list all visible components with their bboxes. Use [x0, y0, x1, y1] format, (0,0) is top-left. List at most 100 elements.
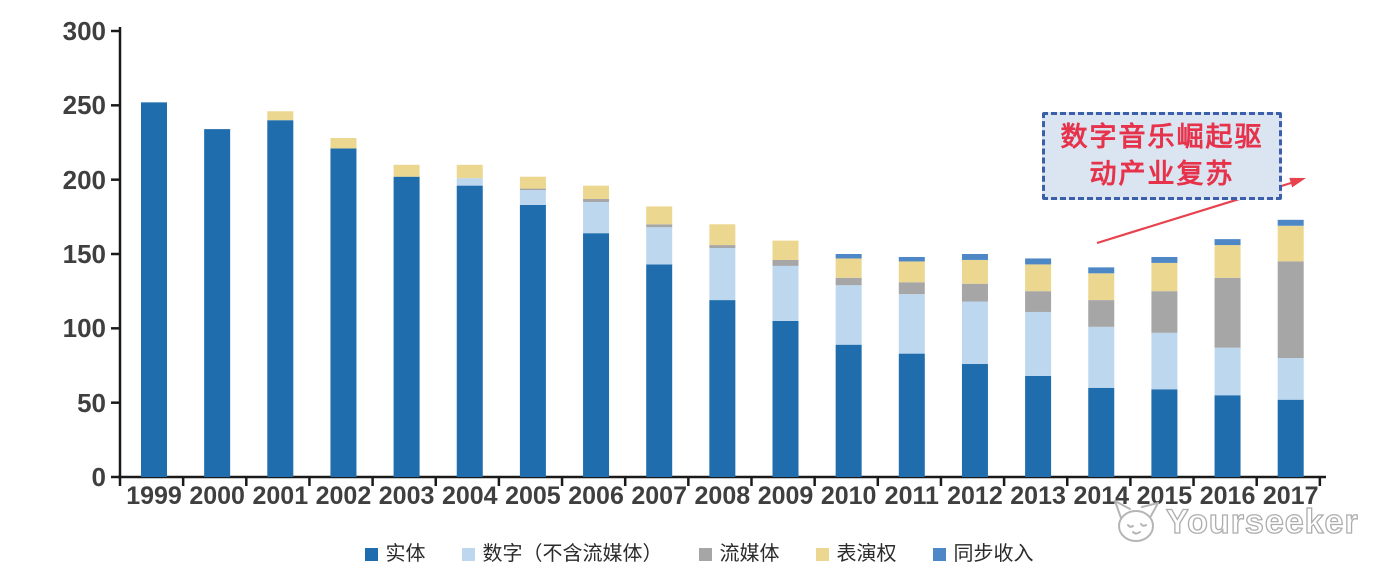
- bar-segment-2013: [1025, 375, 1052, 477]
- bar-segment-2006: [583, 201, 610, 234]
- bar-segment-2001: [267, 111, 294, 121]
- bar-segment-2015: [1151, 291, 1178, 333]
- legend-label: 表演权: [836, 543, 897, 565]
- x-axis-label-2007: 2007: [631, 482, 687, 510]
- bar-segment-2014: [1088, 387, 1115, 477]
- bar-segment-2008: [709, 245, 736, 249]
- y-axis-label-0: 0: [91, 462, 106, 492]
- bar-segment-2015: [1151, 332, 1178, 390]
- x-axis-label-1999: 1999: [126, 482, 182, 510]
- y-axis-label-150: 150: [62, 239, 106, 269]
- bar-segment-2009: [772, 265, 799, 321]
- x-axis-label-2008: 2008: [694, 482, 751, 510]
- bar-segment-2000: [204, 129, 231, 477]
- legend-marker-icon: [461, 547, 475, 561]
- legend-label: 流媒体: [719, 543, 780, 565]
- x-axis-label-2012: 2012: [947, 482, 1003, 510]
- bar-segment-2002: [330, 148, 357, 478]
- bar-segment-2016: [1214, 347, 1241, 396]
- x-axis-label-2013: 2013: [1010, 482, 1066, 510]
- bar-segment-2003: [393, 176, 420, 477]
- bar-segment-2017: [1277, 219, 1304, 226]
- bar-segment-2009: [772, 259, 799, 266]
- bar-segment-2007: [646, 224, 673, 228]
- bar-segment-2001: [267, 120, 294, 477]
- x-axis-label-2017: 2017: [1262, 482, 1319, 510]
- bar-segment-2006: [583, 198, 610, 202]
- legend-marker-icon: [698, 547, 712, 561]
- y-axis-label-200: 200: [62, 164, 106, 195]
- bar-segment-2010: [835, 258, 862, 278]
- bar-segment-2012: [961, 259, 988, 284]
- legend-item: 表演权: [815, 543, 897, 565]
- bar-segment-2009: [772, 320, 799, 477]
- bar-segment-2006: [583, 185, 610, 199]
- bar-segment-2005: [519, 204, 546, 477]
- bar-segment-2004: [456, 178, 483, 186]
- legend-label: 数字（不含流媒体）: [482, 543, 663, 565]
- y-axis-label-100: 100: [62, 313, 106, 344]
- y-axis-label-50: 50: [77, 387, 106, 418]
- annotation-arrow-head: [1289, 177, 1306, 188]
- bar-segment-2005: [519, 190, 546, 205]
- bar-segment-2013: [1025, 291, 1052, 312]
- bar-segment-2010: [835, 285, 862, 345]
- bar-segment-2013: [1025, 311, 1052, 376]
- bar-segment-2010: [835, 277, 862, 286]
- bar-segment-2011: [898, 256, 925, 262]
- bar-segment-2007: [646, 264, 673, 477]
- legend-marker-icon: [932, 547, 946, 561]
- legend-label: 同步收入: [953, 543, 1034, 565]
- legend-label: 实体: [385, 543, 426, 565]
- legend-item: 同步收入: [932, 543, 1034, 565]
- bar-segment-2007: [646, 227, 673, 265]
- legend-marker-icon: [815, 547, 829, 561]
- y-axis-label-250: 250: [62, 90, 106, 121]
- legend-item: 数字（不含流媒体）: [461, 543, 663, 565]
- bar-segment-2015: [1151, 262, 1178, 292]
- x-axis-label-2005: 2005: [505, 482, 561, 510]
- bar-segment-2007: [646, 206, 673, 225]
- bar-segment-2015: [1151, 256, 1178, 263]
- bar-segment-2014: [1088, 273, 1115, 301]
- x-axis-label-2011: 2011: [884, 482, 939, 510]
- bar-segment-2011: [898, 353, 925, 477]
- bar-segment-2010: [835, 344, 862, 477]
- bar-segment-2012: [961, 254, 988, 260]
- bar-segment-2008: [709, 224, 736, 246]
- bar-segment-2015: [1151, 389, 1178, 477]
- annotation-text-line2: 动产业复苏: [1089, 159, 1235, 189]
- x-axis-label-2001: 2001: [252, 482, 309, 510]
- bar-segment-1999: [141, 102, 167, 478]
- bar-segment-2017: [1277, 399, 1304, 477]
- bar-segment-2013: [1025, 264, 1052, 292]
- bar-segment-2002: [330, 138, 357, 149]
- bar-segment-2010: [835, 254, 862, 259]
- bar-segment-2011: [898, 282, 925, 295]
- bar-segment-2016: [1214, 239, 1241, 246]
- bar-segment-2004: [456, 164, 483, 179]
- bar-segment-2017: [1277, 358, 1304, 400]
- bar-segment-2005: [519, 176, 546, 189]
- bar-segment-2013: [1025, 258, 1052, 265]
- bar-segment-2011: [898, 261, 925, 283]
- x-axis-label-2000: 2000: [189, 482, 245, 510]
- annotation-callout: 数字音乐崛起驱 动产业复苏: [1042, 112, 1282, 200]
- bar-segment-2005: [519, 188, 546, 191]
- bar-segment-2014: [1088, 267, 1115, 274]
- bar-segment-2004: [456, 185, 483, 477]
- bar-segment-2014: [1088, 326, 1115, 388]
- chart-legend: 实体 数字（不含流媒体） 流媒体 表演权 同步收入: [0, 536, 1398, 572]
- x-axis-label-2010: 2010: [820, 482, 877, 510]
- y-axis-label-300: 300: [62, 16, 106, 46]
- x-axis-label-2006: 2006: [568, 482, 624, 510]
- x-axis-label-2009: 2009: [757, 482, 814, 510]
- bar-segment-2011: [898, 294, 925, 354]
- bar-segment-2012: [961, 283, 988, 302]
- bar-segment-2016: [1214, 277, 1241, 348]
- bar-segment-2016: [1214, 245, 1241, 278]
- bar-segment-2017: [1277, 225, 1304, 262]
- bar-segment-2016: [1214, 395, 1241, 477]
